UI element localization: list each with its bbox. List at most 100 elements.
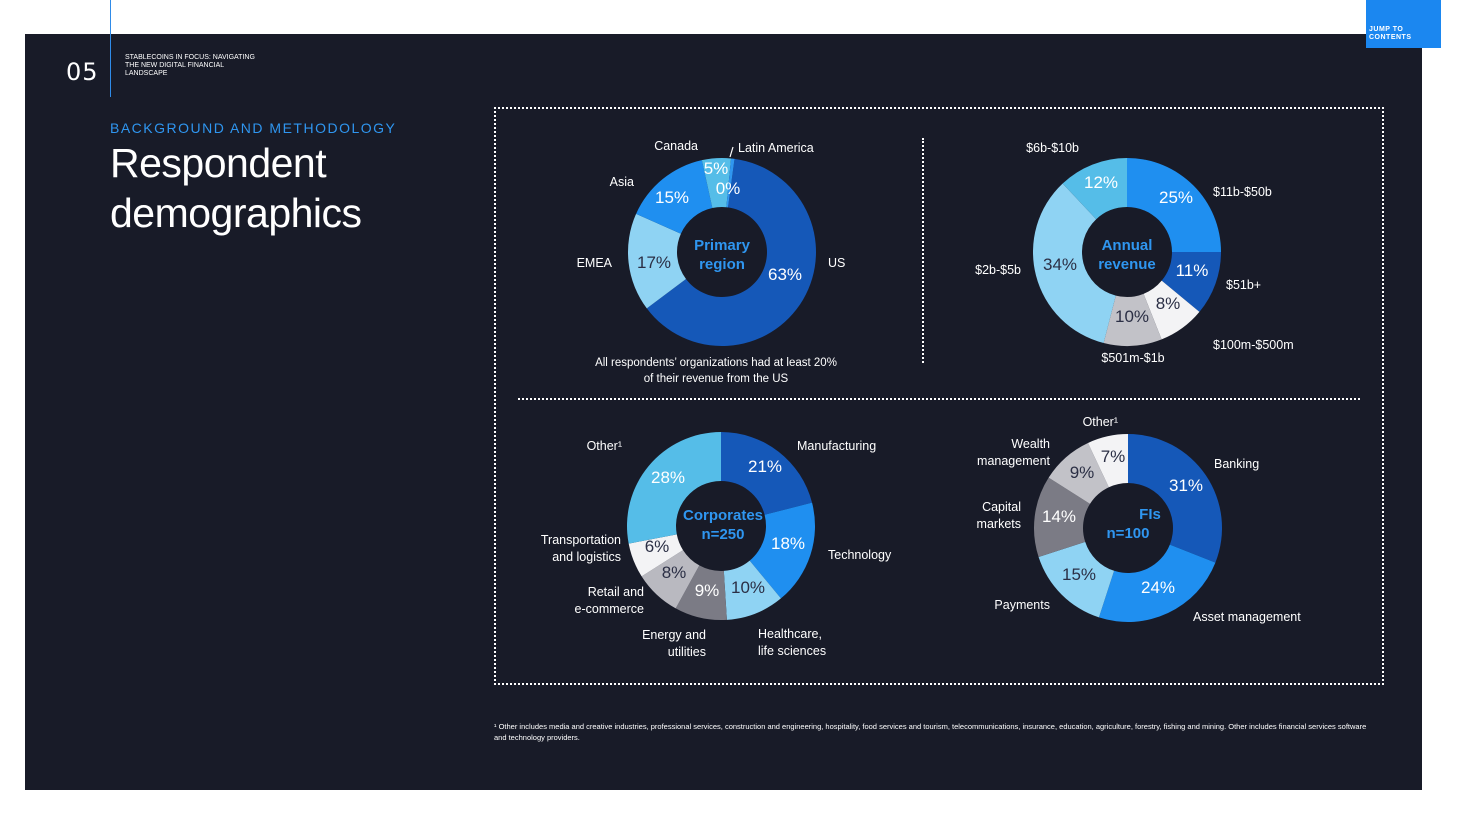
- slice-value-label-region-4: 0%: [716, 179, 741, 198]
- donut-slice-corporates-4: [641, 550, 700, 609]
- slice-category-label-corporates-0: Manufacturing: [797, 439, 876, 453]
- slice-category-label-fis-3-line0: Capital: [982, 500, 1021, 514]
- page-title-line1: Respondent: [110, 140, 327, 186]
- slice-value-label-corporates-2: 10%: [731, 578, 765, 597]
- slice-category-label-fis-4-line0: Wealth: [1011, 437, 1050, 451]
- slice-category-label-corporates-5-line1: and logistics: [552, 550, 621, 564]
- section-label: BACKGROUND AND METHODOLOGY: [110, 120, 397, 136]
- donut-slice-corporates-0: [721, 432, 813, 515]
- donut-slice-revenue-4: [1033, 183, 1116, 344]
- slice-category-label-revenue-4: $2b-$5b: [975, 263, 1021, 277]
- donut-slice-revenue-0: [1127, 158, 1221, 252]
- donut-slice-region-0: [646, 158, 816, 347]
- slice-category-label-corporates-3-line0: Energy and: [642, 628, 706, 642]
- slice-category-label-fis-0: Banking: [1214, 457, 1259, 471]
- slice-value-label-fis-4: 9%: [1070, 463, 1095, 482]
- donut-center-label-corporates-0: Corporates: [683, 507, 763, 524]
- donut-slice-fis-0: [1128, 434, 1222, 563]
- donut-slice-region-3: [701, 158, 732, 209]
- slice-category-label-region-0: US: [828, 256, 845, 270]
- donut-slice-revenue-2: [1143, 280, 1200, 340]
- donut-slice-corporates-3: [675, 565, 727, 620]
- page-title: Respondent demographics: [110, 138, 362, 238]
- slice-category-label-fis-1: Asset management: [1193, 610, 1301, 624]
- donut-slice-fis-4: [1048, 442, 1109, 504]
- slice-value-label-fis-3: 14%: [1042, 507, 1076, 526]
- slice-category-label-corporates-2-line0: Healthcare,: [758, 627, 822, 641]
- slice-category-label-revenue-1: $51b+: [1226, 278, 1261, 292]
- slice-value-label-corporates-1: 18%: [771, 534, 805, 553]
- donut-slice-corporates-2: [723, 560, 781, 620]
- donut-center-label-fis-1: n=100: [1107, 525, 1150, 542]
- slice-category-label-corporates-5-line0: Transportation: [541, 533, 621, 547]
- slice-category-label-corporates-2-line1: life sciences: [758, 644, 826, 658]
- slice-category-label-revenue-2: $100m-$500m: [1213, 338, 1294, 352]
- donut-center-label-region-1: region: [699, 256, 745, 273]
- slice-value-label-region-2: 15%: [655, 188, 689, 207]
- slice-value-label-fis-0: 31%: [1169, 476, 1203, 495]
- slice-value-label-revenue-4: 34%: [1043, 255, 1077, 274]
- chart-note-region-0: All respondents’ organizations had at le…: [595, 357, 837, 369]
- slice-category-label-revenue-0: $11b-$50b: [1213, 185, 1272, 199]
- slice-value-label-fis-1: 24%: [1141, 578, 1175, 597]
- donut-center-label-revenue-0: Annual: [1102, 237, 1153, 254]
- page-number: 05: [66, 58, 99, 86]
- slice-category-label-corporates-4-line1: e-commerce: [575, 602, 645, 616]
- slice-value-label-revenue-3: 10%: [1115, 307, 1149, 326]
- slice-value-label-region-3: 5%: [704, 159, 729, 178]
- slice-category-label-revenue-5: $6b-$10b: [1026, 141, 1079, 155]
- donut-center-label-corporates-1: n=250: [702, 526, 745, 543]
- donut-slice-fis-3: [1034, 477, 1091, 558]
- donut-slice-revenue-5: [1062, 158, 1127, 220]
- donut-center-label-revenue-1: revenue: [1098, 256, 1156, 273]
- header-divider-line: [110, 0, 111, 97]
- report-title: STABLECOINS IN FOCUS: NAVIGATING THE NEW…: [125, 54, 255, 77]
- donut-slice-revenue-3: [1103, 293, 1162, 346]
- page-title-line2: demographics: [110, 190, 362, 236]
- slice-category-label-corporates-1: Technology: [828, 548, 892, 562]
- slice-value-label-fis-5: 7%: [1101, 447, 1126, 466]
- donut-slice-region-1: [628, 213, 687, 309]
- slice-category-label-fis-3-line1: markets: [977, 517, 1021, 531]
- slice-value-label-corporates-3: 9%: [695, 581, 720, 600]
- slice-category-label-corporates-4-line0: Retail and: [588, 585, 644, 599]
- slice-category-label-fis-4-line1: management: [977, 454, 1050, 468]
- donut-slice-corporates-6: [626, 432, 721, 544]
- jump-to-contents-button[interactable]: JUMP TO CONTENTS: [1366, 0, 1441, 48]
- donut-slice-corporates-1: [749, 502, 815, 599]
- slice-value-label-fis-2: 15%: [1062, 565, 1096, 584]
- slice-value-label-region-1: 17%: [637, 253, 671, 272]
- slice-category-label-region-2: Asia: [610, 175, 634, 189]
- slice-category-label-region-4: Latin America: [738, 141, 814, 155]
- donut-slice-region-2: [636, 160, 713, 234]
- donut-slice-revenue-1: [1161, 252, 1222, 312]
- slice-category-label-corporates-3-line1: utilities: [668, 645, 706, 659]
- slice-value-label-revenue-5: 12%: [1084, 173, 1118, 192]
- latin-america-leader-line: [729, 146, 734, 158]
- slice-value-label-corporates-6: 28%: [651, 468, 685, 487]
- slice-category-label-fis-2: Payments: [994, 598, 1050, 612]
- slice-value-label-revenue-1: 11%: [1176, 261, 1209, 280]
- slice-value-label-corporates-4: 8%: [662, 563, 687, 582]
- donut-slice-region-4: [726, 158, 735, 208]
- donut-slice-corporates-5: [628, 534, 684, 577]
- donut-slice-fis-2: [1038, 541, 1115, 618]
- donut-center-label-fis-0: FIs: [1139, 506, 1161, 523]
- charts-panel: [494, 107, 1384, 685]
- slice-category-label-region-3: Canada: [654, 139, 698, 153]
- donut-slice-fis-5: [1087, 434, 1128, 488]
- slice-value-label-corporates-5: 6%: [645, 537, 670, 556]
- chart-note-region-1: of their revenue from the US: [644, 373, 789, 385]
- slice-category-label-fis-5: Other¹: [1083, 415, 1118, 429]
- slice-value-label-region-0: 63%: [768, 265, 802, 284]
- slice-value-label-revenue-0: 25%: [1159, 188, 1193, 207]
- slice-category-label-revenue-3: $501m-$1b: [1101, 351, 1164, 365]
- footnote: ¹ Other includes media and creative indu…: [494, 722, 1367, 742]
- slice-category-label-region-1: EMEA: [577, 256, 613, 270]
- panel-vertical-divider: [922, 138, 924, 363]
- donut-center-label-region-0: Primary: [694, 237, 751, 254]
- slice-value-label-corporates-0: 21%: [748, 457, 782, 476]
- slice-value-label-revenue-2: 8%: [1156, 294, 1181, 313]
- panel-horizontal-divider: [518, 398, 1360, 400]
